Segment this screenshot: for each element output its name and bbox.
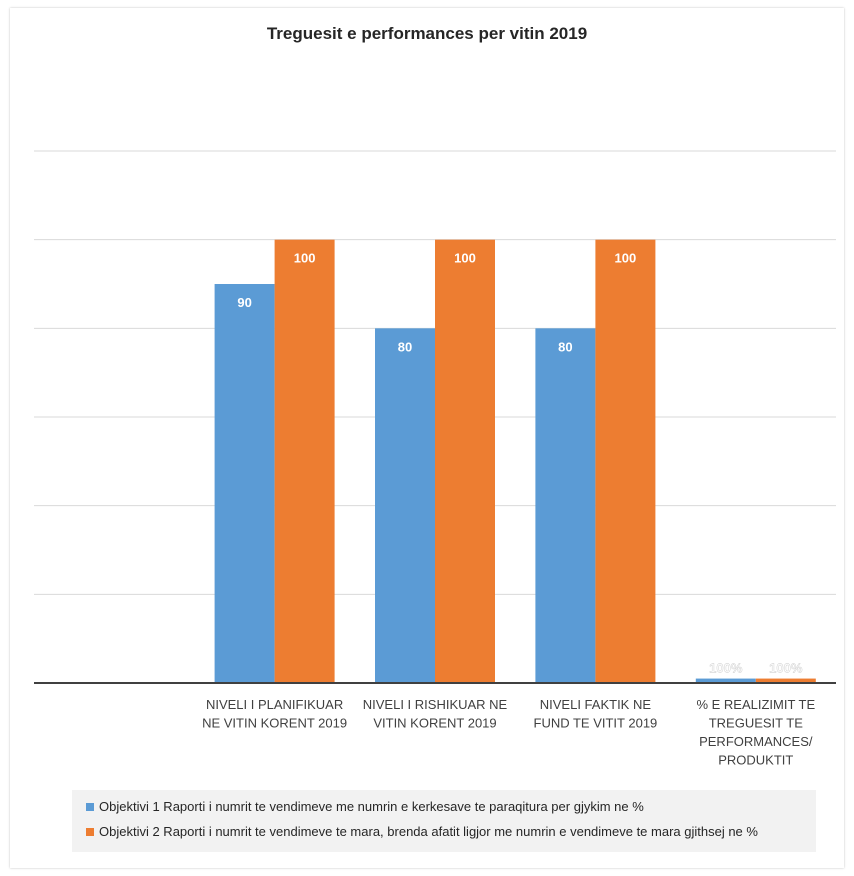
legend-item-series-1: Objektivi 1 Raporti i numrit te vendimev… [86,798,802,815]
data-label-series-1-1: 90 [237,295,251,310]
legend-item-series-2: Objektivi 2 Raporti i numrit te vendimev… [86,823,802,840]
data-label-series-1-4: 100% [709,661,743,676]
bar-series-1-1 [214,284,275,683]
bar-series-1-3 [535,328,596,683]
legend-swatch-series-1 [86,803,94,811]
category-label-4: PRODUKTIT [718,753,793,768]
chart-frame: Treguesit e performances per vitin 2019 … [10,8,844,868]
bar-series-2-4 [755,678,816,683]
bar-series-1-4 [695,678,756,683]
legend-label-series-1: Objektivi 1 Raporti i numrit te vendimev… [99,799,644,814]
legend: Objektivi 1 Raporti i numrit te vendimev… [72,790,816,852]
data-label-series-2-2: 100 [454,251,476,266]
category-label-2: VITIN KORENT 2019 [373,716,496,731]
category-label-1: NIVELI I PLANIFIKUAR [206,697,343,712]
chart-title: Treguesit e performances per vitin 2019 [266,24,588,43]
data-label-series-1-2: 80 [398,339,412,354]
bar-series-2-3 [595,239,656,683]
plot-area: 90 100 NIVELI I PLANIFIKUAR NE VITIN KORENT… [34,150,836,768]
category-label-3: FUND TE VITIT 2019 [534,716,658,731]
data-label-series-2-3: 100 [615,251,637,266]
legend-label-series-2: Objektivi 2 Raporti i numrit te vendimev… [99,824,758,839]
legend-swatch-series-2 [86,828,94,836]
category-label-3: NIVELI FAKTIK NE [540,697,652,712]
category-label-1: NE VITIN KORENT 2019 [202,716,347,731]
category-label-4: PERFORMANCES/ [699,734,813,749]
category-label-4: % E REALIZIMIT TE [696,697,815,712]
bar-series-2-1 [274,239,335,683]
category-label-2: NIVELI I RISHIKUAR NE [363,697,508,712]
data-label-series-2-4: 100% [769,661,803,676]
data-label-series-1-3: 80 [558,339,572,354]
category-label-4: TREGUESIT TE [709,716,803,731]
bar-series-1-2 [375,328,435,683]
data-label-series-2-1: 100 [294,251,316,266]
bar-series-2-2 [435,239,495,683]
